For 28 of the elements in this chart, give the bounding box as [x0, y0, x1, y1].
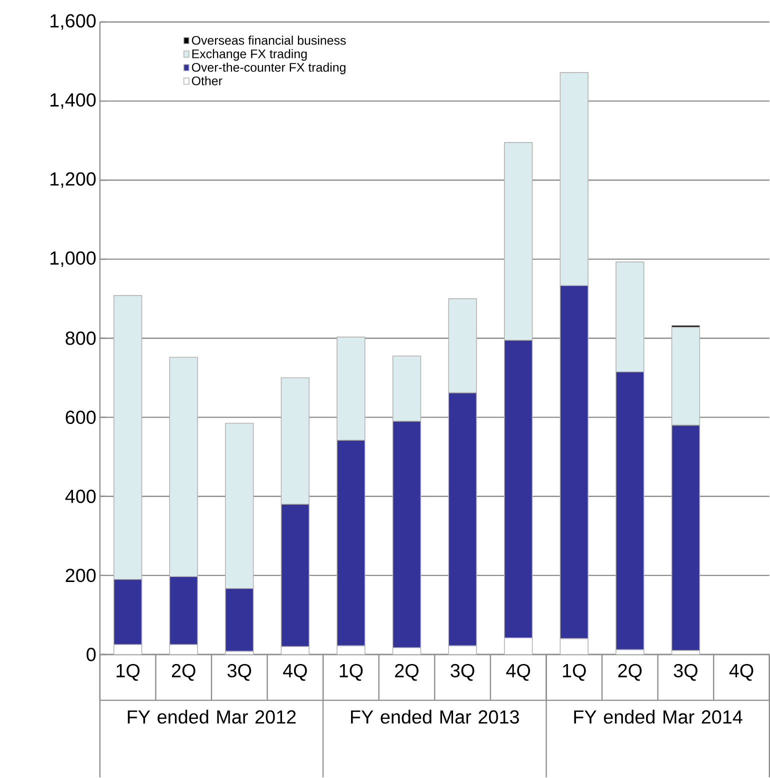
y-tick-label: 600: [66, 410, 96, 424]
x-tick-label: 2Q: [172, 664, 196, 681]
legend-label: Exchange FX trading: [192, 49, 307, 61]
y-tick-label: 1,600: [50, 14, 96, 30]
text: FY ended Mar 2012: [128, 710, 296, 724]
legend-label: Other: [192, 76, 222, 86]
y-tick-label: 1,200: [50, 172, 96, 188]
x-tick-label: 2Q: [395, 664, 418, 681]
x-tick-label: 1Q: [562, 664, 586, 681]
x-tick-label: 3Q: [228, 664, 252, 681]
x-tick-label: 3Q: [674, 664, 698, 681]
y-tick-label: 0: [86, 648, 96, 662]
x-tick-label: 4Q: [506, 664, 530, 681]
legend-label: Overseas financial business: [192, 36, 346, 45]
y-tick-label: 1,400: [50, 93, 96, 109]
y-tick-label: 800: [66, 332, 96, 345]
legend-label: Over-the-counter FX trading: [192, 62, 346, 74]
y-tick-label: 1,000: [50, 251, 96, 267]
x-tick-label: 4Q: [283, 664, 307, 681]
text: FY ended Mar 2013: [351, 710, 519, 724]
x-tick-label: 2Q: [618, 664, 642, 681]
y-tick-label: 200: [66, 568, 96, 582]
x-tick-label: 1Q: [116, 664, 140, 681]
y-tick-label: 400: [65, 490, 96, 504]
x-tick-label: 4Q: [729, 664, 754, 681]
x-tick-label: 3Q: [450, 664, 474, 681]
text: FY ended Mar 2014: [574, 710, 742, 724]
x-tick-label: 1Q: [340, 664, 363, 681]
